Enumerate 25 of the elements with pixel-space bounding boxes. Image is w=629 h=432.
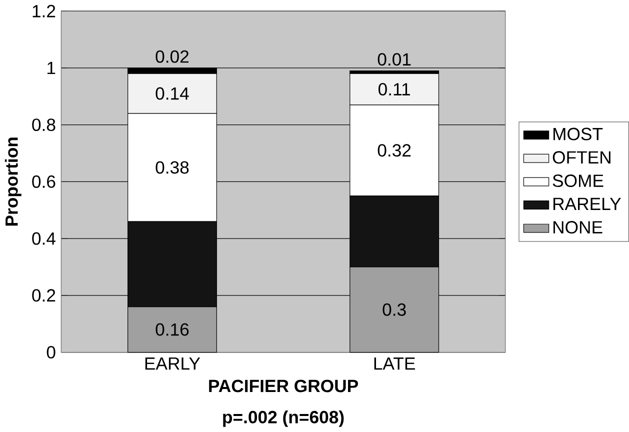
y-tick-label: 0.2 — [32, 289, 56, 302]
y-tick-label: 1 — [48, 62, 56, 74]
y-tick-label: 0.4 — [32, 232, 56, 245]
y-tick-label: 0 — [46, 346, 56, 359]
y-tick-label: 0.6 — [32, 176, 56, 188]
data-label: 0.01 — [378, 53, 411, 66]
x-tick-label: EARLY — [145, 358, 200, 370]
legend-label: SOME — [552, 174, 604, 188]
data-label: 0.32 — [378, 144, 411, 157]
y-tick-label: 0.8 — [32, 118, 56, 132]
data-label: 0.3 — [382, 304, 406, 316]
legend-label: OFTEN — [552, 151, 610, 164]
data-label: 0.38 — [156, 161, 189, 174]
legend-label: MOST — [553, 128, 603, 140]
data-label: 0.11 — [378, 83, 410, 96]
y-axis-title: Proportion — [4, 138, 22, 226]
x-tick-label: LATE — [374, 358, 415, 370]
y-tick-label: 1.2 — [32, 5, 56, 18]
legend-label: NONE — [553, 221, 602, 234]
text: p=.002 (n=608) — [223, 410, 344, 427]
legend-label: RARELY — [553, 198, 621, 210]
x-axis-title: PACIFIER GROUP — [209, 380, 358, 392]
data-label: 0.16 — [156, 323, 189, 336]
data-label: 0.14 — [156, 87, 189, 100]
data-label: 0.02 — [156, 50, 189, 63]
